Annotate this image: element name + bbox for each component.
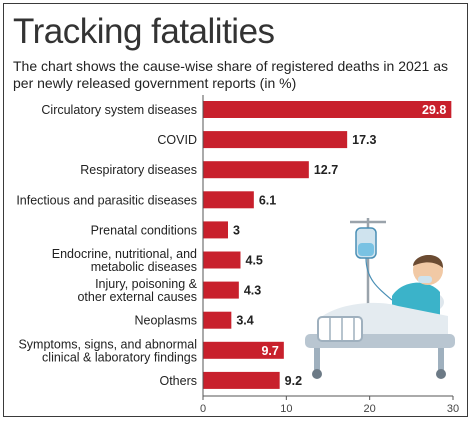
bar (203, 311, 232, 329)
category-label: Neoplasms (134, 314, 197, 328)
bar (203, 341, 284, 359)
x-tick-label: 20 (364, 403, 376, 415)
bar (203, 161, 309, 179)
x-tick-label: 10 (280, 403, 292, 415)
bar (203, 191, 254, 209)
chart-subtitle: The chart shows the cause-wise share of … (13, 58, 449, 91)
bar (203, 371, 280, 389)
x-tick-label: 30 (447, 403, 459, 415)
value-label: 9.2 (285, 374, 302, 388)
value-label: 29.8 (422, 103, 446, 117)
chart-frame (3, 3, 468, 417)
bar (203, 101, 452, 118)
category-label: Infectious and parasitic diseases (16, 193, 197, 207)
bar (203, 251, 241, 269)
value-label: 9.7 (261, 344, 278, 358)
bar (203, 131, 348, 149)
bars-layer: Circulatory system diseases 29.8 COVID 17.3… (16, 101, 452, 389)
bar (203, 221, 228, 239)
bar (203, 281, 239, 299)
category-label: Prenatal conditions (91, 223, 197, 237)
category-label: COVID (157, 133, 197, 147)
x-tick-label: 0 (200, 403, 206, 415)
value-label: 4.5 (246, 254, 263, 268)
category-label: Circulatory system diseases (41, 103, 197, 117)
category-label: Endocrine, nutritional, and metabolic dis… (52, 247, 197, 274)
value-label: 3 (233, 223, 240, 237)
value-label: 6.1 (259, 193, 276, 207)
x-axis: 0 10 20 30 (200, 95, 459, 415)
value-label: 12.7 (314, 163, 338, 177)
category-label: Others (159, 374, 197, 388)
category-label: Symptoms, signs, and abnormal clinical & … (18, 337, 197, 364)
chart-title: Tracking fatalities (13, 12, 275, 51)
category-label: Injury, poisoning & other external causes (77, 277, 197, 304)
value-label: 4.3 (244, 284, 261, 298)
value-label: 17.3 (352, 133, 376, 147)
value-label: 3.4 (236, 314, 253, 328)
hospital-patient-illustration (305, 218, 455, 379)
category-label: Respiratory diseases (80, 163, 197, 177)
